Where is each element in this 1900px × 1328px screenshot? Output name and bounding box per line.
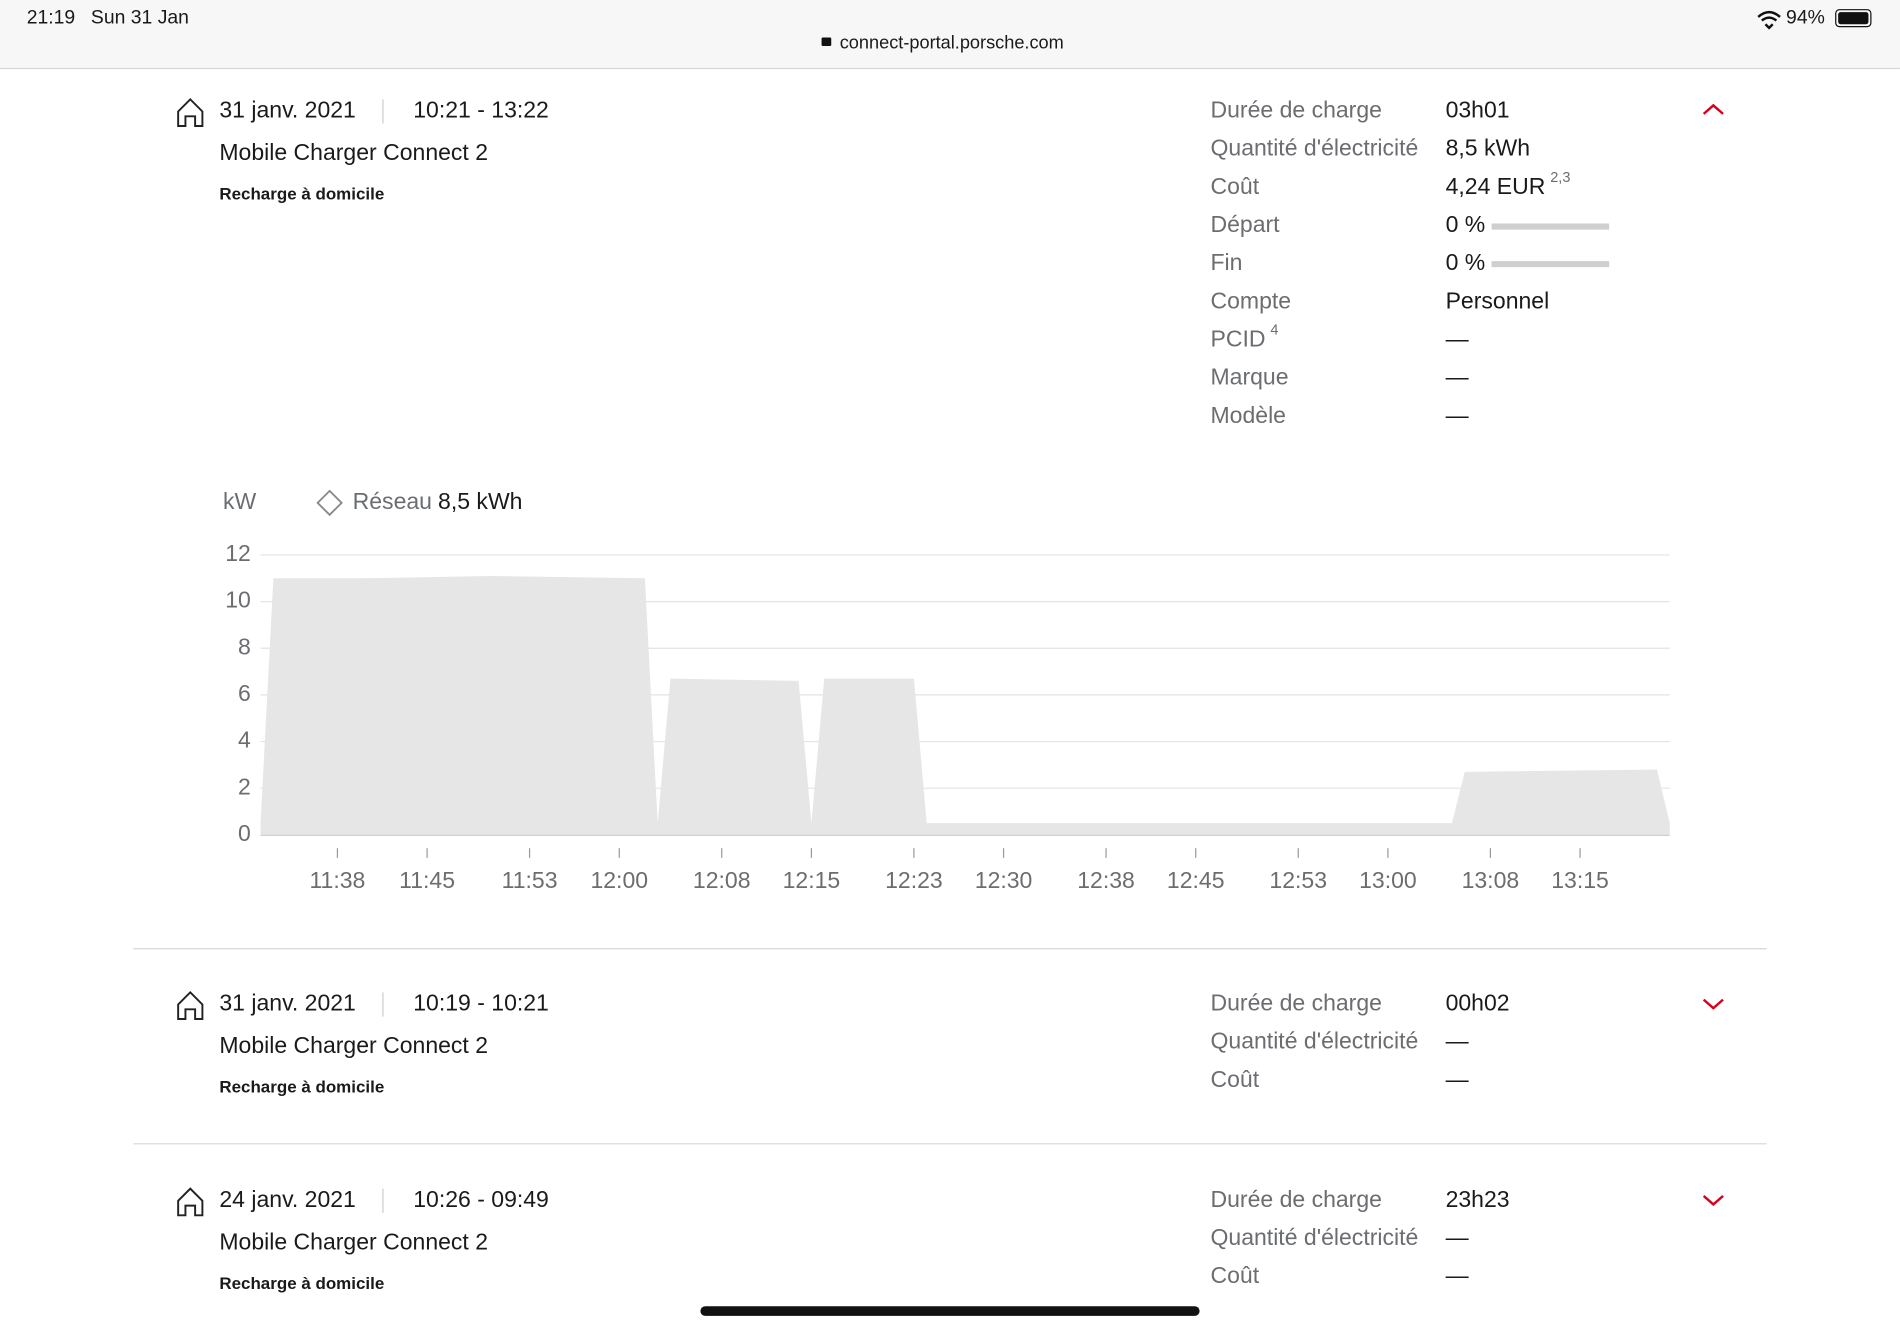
detail-label: Quantité d'électricité: [1211, 1224, 1419, 1250]
session-time: 10:19 - 10:21: [413, 990, 549, 1016]
battery-fill: [1838, 12, 1869, 25]
session-date: 31 janv. 2021: [219, 990, 356, 1016]
clock: 21:19: [27, 6, 76, 28]
x-tick-label: 13:00: [1359, 867, 1417, 893]
session-date: 24 janv. 2021: [219, 1186, 356, 1212]
chevron[interactable]: [1702, 103, 1724, 115]
charger-name: Mobile Charger Connect 2: [219, 1032, 488, 1058]
x-tick-label: 12:08: [693, 867, 751, 893]
detail-label: Durée de charge: [1211, 97, 1382, 123]
detail-label: PCID: [1211, 326, 1266, 352]
detail-label: Modèle: [1211, 402, 1287, 428]
x-tick-label: 13:15: [1551, 867, 1609, 893]
legend-name: Réseau: [353, 488, 432, 514]
legend-value: 8,5 kWh: [438, 488, 522, 514]
session-time: 10:21 - 13:22: [413, 97, 549, 123]
detail-value: —: [1446, 1262, 1470, 1288]
y-tick-label: 8: [238, 633, 251, 659]
home-icon: [177, 97, 204, 127]
detail-value: —: [1446, 1028, 1470, 1054]
detail-value: —: [1446, 1066, 1470, 1092]
wifi-icon: [1757, 10, 1781, 30]
detail-label: Durée de charge: [1211, 990, 1382, 1016]
detail-label: Durée de charge: [1211, 1186, 1382, 1212]
detail-label: Coût: [1211, 1262, 1260, 1288]
home-icon: [177, 1187, 204, 1217]
charge-kind: Recharge à domicile: [219, 185, 384, 204]
x-tick-label: 13:08: [1462, 867, 1520, 893]
detail-value: —: [1446, 326, 1470, 352]
detail-label: Quantité d'électricité: [1211, 1028, 1419, 1054]
charge-kind: Recharge à domicile: [219, 1078, 384, 1097]
x-tick-label: 12:53: [1269, 867, 1327, 893]
y-tick-label: 6: [238, 680, 251, 706]
detail-value: Personnel: [1446, 287, 1550, 313]
detail-value: 03h01: [1446, 97, 1510, 123]
y-tick-label: 2: [238, 773, 251, 799]
detail-label: Coût: [1211, 1066, 1260, 1092]
detail-label: Départ: [1211, 211, 1281, 237]
date: Sun 31 Jan: [91, 6, 189, 28]
x-tick-label: 12:15: [783, 867, 841, 893]
y-tick-label: 10: [225, 587, 251, 613]
detail-label: Quantité d'électricité: [1211, 135, 1419, 161]
charge-kind: Recharge à domicile: [219, 1274, 384, 1293]
detail-value: 4,24 EUR: [1446, 173, 1546, 199]
session-date: 31 janv. 2021: [219, 97, 356, 123]
y-tick-label: 12: [225, 540, 251, 566]
detail-value: 00h02: [1446, 990, 1510, 1016]
x-tick-label: 12:00: [590, 867, 648, 893]
detail-value: 23h23: [1446, 1186, 1510, 1212]
lock-icon: [821, 37, 832, 47]
x-tick-label: 12:23: [885, 867, 943, 893]
detail-label: Marque: [1211, 364, 1289, 390]
x-tick-label: 12:45: [1167, 867, 1225, 893]
y-tick-label: 4: [238, 727, 251, 753]
x-tick-label: 12:30: [975, 867, 1033, 893]
area: [260, 575, 1670, 835]
x-tick-label: 12:38: [1077, 867, 1135, 893]
detail-value: 8,5 kWh: [1446, 135, 1530, 161]
x-tick-label: 11:45: [399, 867, 455, 893]
y-tick-label: 0: [238, 820, 251, 846]
detail-label: Compte: [1211, 287, 1292, 313]
detail-label: Fin: [1211, 249, 1243, 275]
detail-value: —: [1446, 364, 1470, 390]
chevron[interactable]: [1702, 998, 1724, 1010]
session-time: 10:26 - 09:49: [413, 1186, 549, 1212]
x-tick-label: 11:38: [309, 867, 365, 893]
detail-label-sup: 4: [1270, 323, 1278, 339]
detail-label: Coût: [1211, 173, 1260, 199]
detail-value: —: [1446, 1224, 1470, 1250]
chevron[interactable]: [1702, 1195, 1724, 1207]
battery-level: 94%: [1786, 6, 1825, 28]
detail-value-sup: 2,3: [1550, 170, 1570, 186]
detail-value: —: [1446, 402, 1470, 428]
charger-name: Mobile Charger Connect 2: [219, 139, 488, 165]
y-unit: kW: [223, 488, 257, 514]
detail-value: 0 %: [1446, 249, 1486, 275]
home-icon: [177, 990, 204, 1020]
legend-swatch: [316, 489, 343, 517]
home-indicator: [700, 1306, 1200, 1316]
battery-icon: [1835, 9, 1872, 28]
x-tick-label: 11:53: [502, 867, 558, 893]
charger-name: Mobile Charger Connect 2: [219, 1228, 488, 1254]
url[interactable]: connect-portal.porsche.com: [840, 32, 1064, 52]
browser-bar: [0, 0, 1900, 68]
detail-value: 0 %: [1446, 211, 1486, 237]
